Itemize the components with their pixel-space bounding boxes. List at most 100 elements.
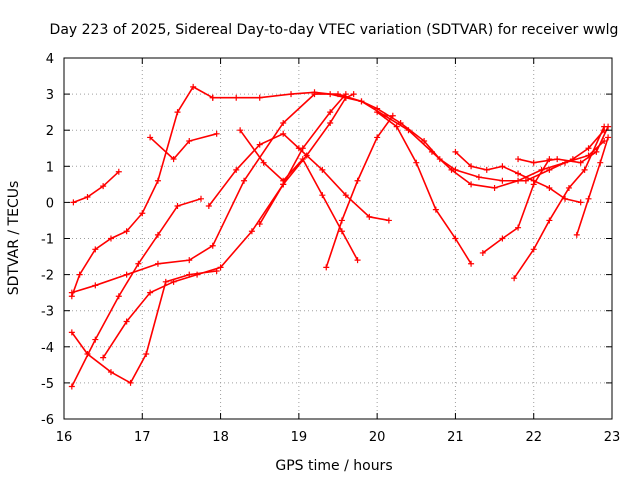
data-point [147, 289, 154, 296]
data-point [405, 127, 412, 134]
series-arc-17 [573, 134, 612, 238]
data-point [205, 203, 212, 210]
data-point [581, 166, 588, 173]
data-point [374, 109, 381, 116]
x-tick-label: 23 [604, 430, 621, 445]
data-point [174, 109, 181, 116]
y-axis-title: SDTVAR / TECUs [6, 181, 22, 296]
data-series [68, 83, 612, 390]
data-point [530, 246, 537, 253]
data-point [256, 141, 263, 148]
series-trace [71, 198, 202, 387]
series-trace [325, 115, 394, 268]
y-tick-label: -4 [41, 341, 54, 356]
series-trace [71, 93, 605, 294]
data-point [491, 184, 498, 191]
data-point [100, 183, 107, 190]
data-point [174, 203, 181, 210]
data-point [68, 289, 75, 296]
data-point [100, 354, 107, 361]
data-point [186, 138, 193, 145]
data-point [209, 94, 216, 101]
data-point [335, 91, 341, 98]
data-point [546, 217, 553, 224]
data-point [92, 336, 99, 343]
data-point [554, 156, 561, 163]
data-point [256, 94, 263, 101]
series-trace [576, 137, 609, 236]
data-point [115, 293, 122, 300]
series-arc-12 [323, 112, 396, 271]
data-point [213, 267, 220, 274]
data-point [299, 156, 306, 163]
x-tick-label: 20 [369, 430, 386, 445]
series-trace [102, 93, 354, 359]
series-arc-3 [209, 89, 608, 184]
series-arc-13 [374, 109, 475, 267]
data-point [468, 181, 475, 188]
data-point [319, 166, 326, 173]
data-point [319, 192, 326, 199]
data-point [154, 231, 161, 238]
data-point [107, 235, 114, 242]
series-trace [517, 126, 609, 164]
data-point [468, 163, 475, 170]
data-point [127, 379, 134, 386]
data-point [154, 260, 161, 267]
data-point [448, 166, 455, 173]
data-point [585, 145, 592, 152]
series-arc-5 [100, 91, 357, 361]
x-tick-label: 18 [212, 430, 229, 445]
y-tick-label: 4 [46, 52, 54, 67]
series-trace [71, 85, 214, 297]
data-point [374, 134, 381, 141]
y-tick-label: -1 [41, 233, 54, 248]
data-point [393, 123, 400, 130]
series-arc-1 [70, 168, 122, 206]
data-point [299, 145, 306, 152]
series-arc-11 [256, 91, 349, 228]
data-point [366, 213, 373, 220]
data-point [327, 119, 334, 126]
grid [64, 58, 612, 419]
series-arc-6 [68, 195, 204, 390]
data-point [413, 159, 420, 166]
data-point [217, 264, 224, 271]
data-point [389, 112, 396, 119]
data-point [577, 159, 584, 166]
series-trace [376, 111, 472, 265]
data-point [452, 235, 459, 242]
data-point [483, 166, 490, 173]
data-point [530, 181, 537, 188]
data-point [432, 206, 439, 213]
data-point [190, 83, 197, 90]
y-tick-label: -5 [41, 377, 54, 392]
series-trace [212, 91, 605, 182]
data-point [76, 271, 83, 278]
y-tick-label: -3 [41, 305, 54, 320]
data-point [154, 177, 161, 184]
data-point [70, 199, 77, 206]
data-point [385, 217, 392, 224]
data-point [577, 199, 584, 206]
x-tick-label: 17 [134, 430, 151, 445]
data-point [280, 130, 287, 137]
data-point [147, 134, 154, 141]
data-point [162, 278, 169, 285]
data-point [198, 195, 204, 202]
data-point [260, 159, 267, 166]
data-point [479, 249, 486, 256]
data-point [452, 148, 459, 155]
data-point [248, 228, 255, 235]
data-point [421, 138, 428, 145]
series-arc-4 [68, 91, 608, 296]
x-axis-title: GPS time / hours [275, 458, 392, 474]
data-point [115, 168, 122, 175]
data-point [428, 148, 435, 155]
series-arc-18 [515, 123, 612, 166]
series-arc-2 [68, 83, 216, 300]
data-point [342, 192, 349, 199]
data-point [233, 94, 240, 101]
data-point [84, 351, 91, 358]
